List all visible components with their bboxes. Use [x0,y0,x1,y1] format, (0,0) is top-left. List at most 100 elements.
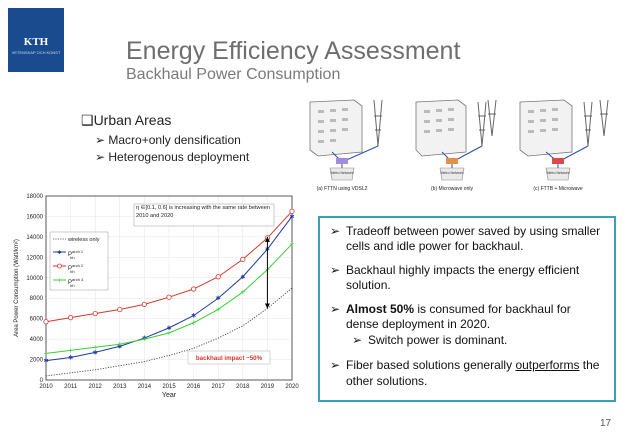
y-tick-labels: 0 2000 4000 6000 8000 10000 12000 14000 16000 180… [26,194,43,384]
data-point-circle [191,286,197,292]
logo-subtext: VETENSKAP OCH KONST [11,50,61,55]
legend-label-wireless: wireless only [67,237,100,243]
arrow-bullet-icon: ➢ [352,333,363,347]
y-tick-label: 4000 [30,337,44,343]
arrow-bullet-icon: ➢ [330,302,341,316]
tower-icon [477,101,487,147]
slide-title: Energy Efficiency Assessment [126,37,461,65]
callout-point-2: ➢ Backhaul highly impacts the energy effi… [330,263,604,293]
network-architecture-figure: Metro Network (a) FTTN using VDSL2 Metro… [309,99,609,192]
data-point-plus: + [167,328,172,337]
x-tick-label: 2019 [261,384,275,390]
data-point-star: ✱ [117,343,122,350]
x-tick-label: 2013 [113,384,127,390]
data-point-star: ✱ [142,335,147,342]
x-tick-label: 2018 [236,384,250,390]
panel-a: Metro Network (a) FTTN using VDSL2 [309,99,383,192]
x-tick-label: 2011 [64,384,78,390]
node-label: Metro Network [331,171,354,175]
bullet-main: ❑Urban Areas [81,112,249,129]
tower-icon [599,99,609,137]
series-line-1 [45,216,293,362]
panel-c: Metro Network (c) FTTB + Microwave [519,99,609,192]
callout-point-4: ➢ Fiber based solutions generally outperf… [330,357,604,389]
tower-icon [373,99,383,147]
callout-point-4-text-a: Fiber based solutions generally [346,358,516,372]
data-point-star: ✱ [93,349,98,356]
data-point-plus: + [142,335,147,344]
data-point-star: ✱ [43,358,48,365]
arrow-bullet-icon: ➢ [330,358,341,372]
bullet-sub-2-text: Heterogenous deployment [108,150,250,164]
data-point-plus: + [68,346,73,355]
y-tick-label: 12000 [26,255,43,261]
x-tick-label: 2012 [89,384,103,390]
arrow-bullet-icon: ➢ [95,133,109,147]
panel-b-caption: (b) Microwave only [431,186,473,192]
legend-marker-arch2 [57,263,62,269]
y-tick-label: 8000 [30,296,44,302]
slide-subtitle: Backhaul Power Consumption [126,66,341,83]
square-bullet-icon: ❑ [81,112,94,128]
metro-network-icon [545,167,571,181]
metro-network-icon [329,167,355,181]
data-point-circle [240,256,246,262]
callout-box: ➢ Tradeoff between power saved by using s… [318,216,616,402]
impact-arrow-head-bottom [264,303,270,309]
plot-frame [45,195,293,381]
bullet-sub-1-text: Macro+only densification [108,133,241,147]
data-point-circle [141,301,147,307]
data-point-circle [117,306,123,313]
callout-subpoint: ➢ Switch power is dominant. [330,333,604,348]
chart-legend: wireless only ✱ Parch 1 bh Parch 2 bh + Pa… [49,231,109,291]
x-tick-label: 2020 [285,384,299,390]
callout-point-1-text: Tradeoff between power saved by using sm… [346,224,601,253]
data-point-star: ✱ [68,355,73,362]
callout-point-4-underline: outperforms [515,358,580,372]
annotation-text: η ∈[0.1, 0.6] is increasing with the sam… [136,205,270,219]
switch-icon [336,158,348,164]
legend-marker-arch3: + [57,278,61,285]
legend-label-arch2: Parch 2 bh [68,263,84,274]
data-point-star: ✱ [216,295,221,302]
node-label: Metro Network [441,171,464,175]
data-point-plus: + [290,240,295,249]
callout-point-3-bold: Almost 50% [346,302,415,316]
data-point-circle [289,208,295,214]
x-tick-labels: 2010 2011 2012 2013 2014 2015 2016 2017 2018 2019… [39,384,299,390]
data-point-plus: + [240,288,245,297]
data-point-circle [43,319,49,325]
y-tick-label: 0 [40,378,44,384]
bullet-main-text: Urban Areas [93,112,172,128]
callout-point-1: ➢ Tradeoff between power saved by using s… [330,224,604,254]
y-axis-label: Area Power Consumption (Watt/km²) [14,239,20,337]
data-point-star: ✱ [289,213,294,220]
x-tick-label: 2014 [138,384,152,390]
panel-b: Metro Network (b) Microwave only [415,99,497,192]
legend-label-arch3: Parch 3 bh [68,277,84,288]
y-tick-label: 10000 [26,276,43,282]
metro-network-icon [439,167,465,181]
arrow-bullet-icon: ➢ [330,224,341,238]
callout-point-3: ➢ Almost 50% is consumed for backhaul for… [330,302,604,332]
data-point-plus: + [117,340,122,349]
x-axis-label: Year [162,392,177,399]
legend-label-arch1: Parch 1 bh [68,249,84,260]
y-tick-label: 18000 [26,194,43,200]
y-tick-label: 2000 [30,358,44,364]
data-point-star: ✱ [191,313,196,320]
power-consumption-chart: 0 2000 4000 6000 8000 10000 12000 14000 16000 180… [14,194,299,399]
data-point-circle [92,310,98,317]
legend-marker-arch1: ✱ [57,250,61,256]
annotation-box [133,203,275,227]
arrow-bullet-icon: ➢ [95,150,109,164]
data-point-circle [166,294,172,300]
impact-label-box [187,350,271,365]
bullet-list: ❑Urban Areas ➢ Macro+only densification … [81,112,249,164]
callout-point-2-text: Backhaul highly impacts the energy effic… [346,263,580,292]
tower-icon [583,101,593,147]
y-tick-label: 14000 [26,235,43,241]
logo-text: KTH [23,36,49,48]
kth-logo: KTH VETENSKAP OCH KONST [8,8,64,72]
data-point-star: ✱ [166,325,171,332]
